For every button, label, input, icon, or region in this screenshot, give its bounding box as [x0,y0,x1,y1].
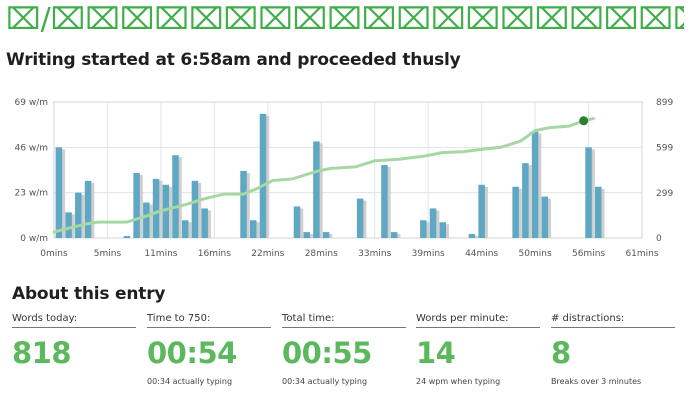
stat-label: Time to 750: [147,313,271,328]
bar [585,147,592,238]
stat-note: Breaks over 3 minutes [551,377,642,386]
stat-value: 00:54 [147,336,237,370]
bar [201,208,208,238]
stat-value: 818 [12,336,72,370]
bar [84,180,92,238]
bar [390,232,398,238]
bar [541,196,549,238]
y-right-tick-label: 299 [656,189,673,199]
x-tick-label: 28mins [305,249,338,259]
bar [259,113,267,238]
x-tick-label: 0mins [40,249,68,259]
y-right-tick-label: 899 [656,98,673,108]
x-tick-label: 22mins [251,249,284,259]
bar [356,198,364,238]
bar [162,184,170,238]
x-tick-label: 61mins [625,249,658,259]
x-tick-label: 39mins [412,249,445,259]
bar [420,220,427,238]
cumulative-line-series [52,116,595,234]
stat-label: Words per minute: [416,313,540,328]
x-tick-label: 56mins [572,249,605,259]
bar [595,186,602,238]
bar [439,222,447,238]
chart-heading: Writing started at 6:58am and proceeded … [6,50,461,70]
bar [322,232,330,238]
x-axis: 0mins 5mins 11mins 16mins 22mins 28mins 33mins… [40,249,659,259]
bar [381,165,388,238]
cumulative-line [52,117,595,234]
bar [143,202,150,238]
bar [293,206,301,238]
bar [65,212,72,238]
bar [133,172,140,238]
bar [303,232,310,238]
stat-note: 00:34 actually typing [282,377,368,386]
stat-total-time: Total time: 00:55 00:34 actually typing [282,313,406,386]
bar [512,186,519,238]
stat-words-per-minute: Words per minute: 14 24 wpm when typing [416,313,540,386]
right-axis: 0 299 599 899 [656,98,673,244]
bar [240,170,247,238]
y-left-tick-label: 69 w/m [15,98,48,108]
bar [468,234,476,238]
stat-label: Total time: [282,313,406,328]
stat-value: 14 [416,336,456,370]
y-left-tick-label: 46 w/m [15,143,48,153]
x-tick-label: 33mins [358,249,391,259]
top-banner: ⌧/⌧⌧⌧⌧⌧⌧⌧⌧⌧⌧⌧⌧⌧⌧⌧⌧⌧⌧⌧⌧⌧⌧/⌧⌧⌧⌧⌧ [6,2,684,37]
bar [172,155,179,238]
left-axis: 0 w/m 23 w/m 46 w/m 69 w/m [15,98,48,244]
stat-words-today: Words today: 818 [12,313,136,377]
stat-note: 24 wpm when typing [416,377,501,386]
y-left-tick-label: 23 w/m [15,189,48,199]
y-right-tick-label: 0 [656,234,662,244]
bar [152,178,160,238]
stat-value: 00:55 [282,336,372,370]
bar [531,131,539,238]
bar [522,163,529,238]
x-tick-label: 16mins [198,249,231,259]
x-tick-label: 11mins [144,249,177,259]
bar [429,208,437,238]
stat-label: # distractions: [551,313,675,328]
x-tick-label: 5mins [94,249,122,259]
bar [181,220,189,238]
stat-value: 8 [551,336,571,370]
stat-note: 00:34 actually typing [147,377,233,386]
stat-time-to-750: Time to 750: 00:54 00:34 actually typing [147,313,271,386]
x-tick-label: 44mins [465,249,498,259]
bar [478,184,485,238]
y-left-tick-label: 0 w/m [20,234,48,244]
bar [313,141,320,238]
bar [191,180,199,238]
bar [249,220,257,238]
about-heading: About this entry [12,284,166,304]
bar [123,236,131,238]
y-right-tick-label: 599 [656,143,673,153]
plot-border [53,101,643,239]
bar [55,147,63,238]
bar [75,192,82,238]
writing-chart: 0 w/m 23 w/m 46 w/m 69 w/m 0 299 599 899 0mins… [15,98,674,259]
bar-series [55,113,605,238]
end-marker [579,116,589,126]
stat-distractions: # distractions: 8 Breaks over 3 minutes [551,313,675,386]
stat-label: Words today: [12,313,136,328]
x-tick-label: 50mins [519,249,552,259]
